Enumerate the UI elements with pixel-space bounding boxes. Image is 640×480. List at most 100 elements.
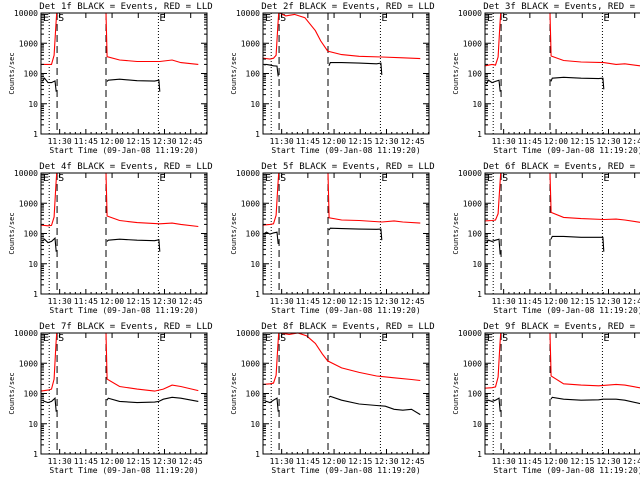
x-tick-label: 12:30 (596, 137, 620, 146)
x-tick-label: 12:00 (100, 137, 124, 146)
y-tick-label: 100 (246, 390, 261, 399)
marker-label: E (159, 333, 165, 344)
x-tick-label: 12:30 (152, 297, 176, 306)
x-tick-label: 12:45 (179, 457, 203, 466)
x-tick-label: 12:15 (570, 297, 594, 306)
series-line-lld (279, 12, 421, 60)
y-tick-label: 1000 (19, 359, 38, 368)
x-tick-label: 12:45 (179, 297, 203, 306)
x-tick-label: 11:30 (48, 137, 72, 146)
x-tick-label: 12:00 (322, 457, 346, 466)
y-tick-label: 100 (468, 70, 483, 79)
x-tick-label: 11:45 (518, 457, 542, 466)
marker-label: S (280, 333, 286, 344)
y-tick-label: 1 (33, 290, 38, 299)
chart-title: Det 8f BLACK = Events, RED = LLD (261, 322, 434, 332)
y-tick-label: 1000 (19, 199, 38, 208)
x-tick-label: 12:15 (348, 137, 372, 146)
y-tick-label: 1 (477, 450, 482, 459)
x-tick-label: 12:30 (374, 457, 398, 466)
x-tick-label: 12:45 (623, 457, 640, 466)
x-axis-label: Start Time (09-Jan-08 11:19:20) (271, 466, 420, 475)
plot-frame (40, 172, 208, 295)
x-axis-label: Start Time (09-Jan-08 11:19:20) (271, 306, 420, 315)
y-tick-label: 100 (24, 230, 39, 239)
y-tick-label: 1 (255, 450, 260, 459)
y-tick-label: 1 (477, 290, 482, 299)
x-tick-label: 12:30 (152, 457, 176, 466)
x-tick-label: 12:00 (544, 457, 568, 466)
x-tick-label: 12:15 (126, 297, 150, 306)
x-tick-label: 11:45 (296, 457, 320, 466)
y-tick-label: 100 (24, 70, 39, 79)
series-line-events (264, 63, 279, 77)
series-line-lld (279, 332, 421, 382)
y-tick-label: 1000 (463, 199, 482, 208)
x-tick-label: 11:45 (74, 457, 98, 466)
y-axis-label: Counts/sec (230, 212, 238, 254)
x-tick-label: 12:15 (570, 137, 594, 146)
chart-title: Det 2f BLACK = Events, RED = LLD (261, 2, 434, 12)
x-tick-label: 12:00 (544, 297, 568, 306)
y-tick-label: 10 (472, 420, 482, 429)
plot-frame (484, 12, 640, 135)
y-tick-label: 100 (24, 390, 39, 399)
y-tick-label: 1000 (241, 359, 260, 368)
y-tick-label: 10000 (14, 169, 38, 178)
y-tick-label: 10000 (14, 329, 38, 338)
x-axis-label: Start Time (09-Jan-08 11:19:20) (49, 306, 198, 315)
y-tick-label: 10000 (236, 169, 260, 178)
y-tick-label: 10 (250, 100, 260, 109)
x-tick-label: 12:45 (401, 137, 425, 146)
x-tick-label: 11:30 (492, 297, 516, 306)
marker-label: S (58, 333, 64, 344)
series-line-events (550, 235, 605, 252)
x-tick-label: 12:00 (544, 137, 568, 146)
y-tick-label: 10 (472, 100, 482, 109)
y-tick-label: 10000 (14, 9, 38, 18)
x-tick-label: 12:15 (570, 457, 594, 466)
marker-label: E (487, 333, 493, 344)
y-tick-label: 10 (28, 100, 38, 109)
y-tick-label: 1000 (241, 199, 260, 208)
series-line-events (264, 397, 279, 412)
y-tick-label: 10 (28, 260, 38, 269)
y-axis-label: Counts/sec (8, 212, 16, 254)
x-tick-label: 12:00 (100, 457, 124, 466)
chart-title: Det 6f BLACK = Events, RED = LLD (483, 162, 640, 172)
x-tick-label: 12:00 (322, 137, 346, 146)
y-tick-label: 100 (246, 70, 261, 79)
plot-frame (484, 332, 640, 455)
chart-title: Det 4f BLACK = Events, RED = LLD (39, 162, 212, 172)
y-tick-label: 100 (468, 230, 483, 239)
marker-label: E (265, 173, 271, 184)
x-axis-label: Start Time (09-Jan-08 11:19:20) (49, 466, 198, 475)
x-tick-label: 12:00 (100, 297, 124, 306)
series-line-events (550, 396, 640, 405)
x-tick-label: 12:45 (401, 297, 425, 306)
y-tick-label: 1000 (463, 39, 482, 48)
chart-title: Det 5f BLACK = Events, RED = LLD (261, 162, 434, 172)
y-tick-label: 10000 (236, 329, 260, 338)
marker-label: S (58, 173, 64, 184)
marker-label: S (280, 13, 286, 24)
series-line-lld (549, 332, 640, 389)
x-tick-label: 12:15 (126, 457, 150, 466)
y-tick-label: 1 (255, 290, 260, 299)
x-tick-label: 12:00 (322, 297, 346, 306)
y-axis-label: Counts/sec (452, 52, 460, 94)
series-line-events (328, 227, 383, 241)
marker-label: S (280, 173, 286, 184)
series-line-events (486, 397, 501, 412)
x-tick-label: 11:45 (518, 297, 542, 306)
plot-frame (40, 12, 208, 135)
y-tick-label: 1 (33, 450, 38, 459)
series-line-lld (105, 332, 199, 392)
x-tick-label: 11:30 (48, 297, 72, 306)
series-line-lld (105, 172, 199, 228)
